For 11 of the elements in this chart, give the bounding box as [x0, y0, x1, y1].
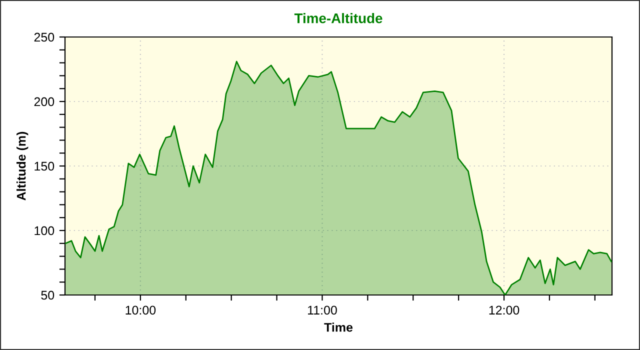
x-axis-title: Time [324, 322, 353, 332]
y-tick-label: 250 [34, 32, 54, 42]
y-axis-title: Altitude (m) [16, 132, 28, 200]
y-tick-label: 150 [34, 162, 54, 171]
y-tick-label: 50 [41, 290, 54, 300]
x-tick-label: 11:00 [308, 306, 337, 315]
x-tick-label: 10:00 [126, 306, 156, 315]
x-tick-label: 12:00 [489, 306, 520, 315]
y-tick-label: 100 [34, 226, 54, 236]
chart-title: Time-Altitude [294, 13, 382, 24]
y-tick-label: 200 [34, 97, 54, 106]
